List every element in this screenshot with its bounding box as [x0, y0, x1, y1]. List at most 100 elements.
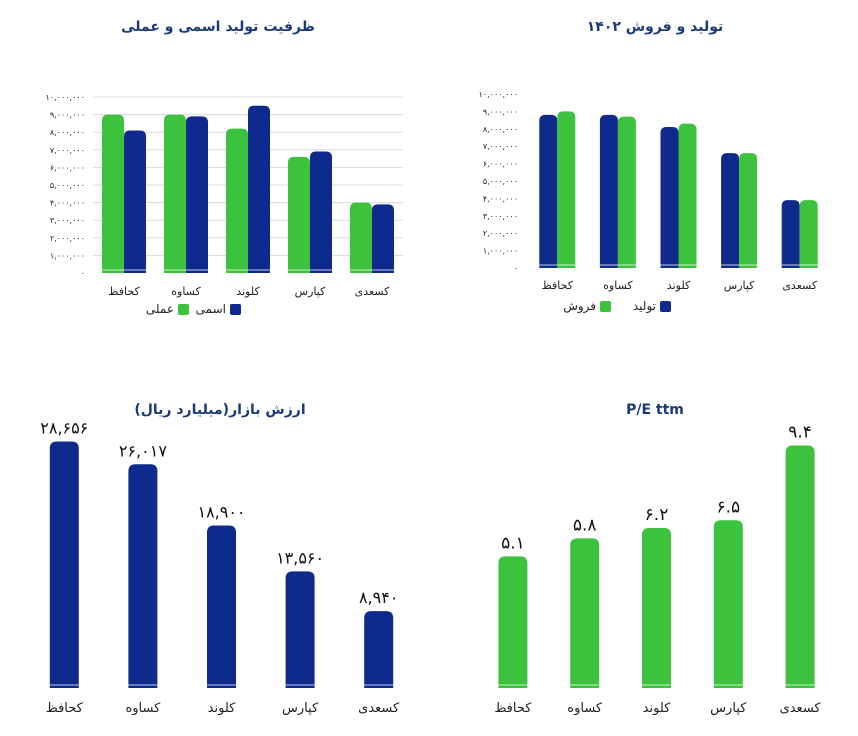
- y-tick-label: ۷,۰۰۰,۰۰۰: [483, 142, 518, 151]
- y-tick-label: ۴,۰۰۰,۰۰۰: [483, 194, 518, 203]
- y-tick-label: ۵,۰۰۰,۰۰۰: [50, 181, 85, 190]
- data-label: ۲۸,۶۵۶: [40, 419, 88, 438]
- legend-swatch: [600, 301, 611, 312]
- panel-capacity: ظرفیت تولید اسمی و عملی ۰ ۱,۰۰۰,۰۰۰ ۲,۰۰۰,…: [46, 19, 403, 316]
- bar-pe-ttm-0-0: [498, 556, 528, 688]
- bar-pe-ttm-2-0: [642, 528, 671, 688]
- x-tick-label: کپارس: [282, 701, 319, 716]
- panel-market-cap: ارزش بازار(میلیارد ریال) ۲۸,۶۵۶ ۲۶,۰۱۷ ۱۸,…: [40, 402, 400, 716]
- y-tick-label: ۵,۰۰۰,۰۰۰: [483, 177, 518, 186]
- data-label: ۵.۱: [501, 533, 525, 553]
- bar-capacity-1-0: [164, 114, 186, 273]
- y-tick-label: ۱۰,۰۰۰,۰۰۰: [46, 93, 85, 102]
- bar-production-sales-3-1: [739, 153, 758, 268]
- y-tick-label: ۳,۰۰۰,۰۰۰: [483, 212, 518, 221]
- bar-production-sales-1-1: [617, 116, 636, 269]
- x-tick-label: کساوه: [171, 285, 201, 298]
- y-tick-label: ۹,۰۰۰,۰۰۰: [483, 107, 518, 116]
- bar-capacity-0-1: [124, 130, 146, 273]
- y-tick-label: ۱۰,۰۰۰,۰۰۰: [479, 90, 518, 99]
- y-tick-label: ۰: [81, 269, 85, 278]
- bar-capacity-4-0: [350, 202, 372, 273]
- x-tick-label: کلوند: [236, 285, 260, 298]
- x-tick-label: کسعدی: [355, 285, 391, 298]
- x-tick-label: کساوه: [125, 701, 161, 716]
- x-tick-label: کلوند: [643, 701, 671, 716]
- data-label: ۶.۵: [716, 497, 740, 517]
- x-tick-label: کسعدی: [782, 279, 818, 292]
- data-label: ۱۳,۵۶۰: [276, 548, 324, 567]
- y-tick-label: ۰: [514, 264, 518, 273]
- data-label: ۸,۹۴۰: [359, 588, 398, 607]
- bar-pe-ttm-1-0: [570, 538, 600, 688]
- bar-pe-ttm-3-0: [713, 520, 743, 688]
- chart-title-pe-ttm: P/E ttm: [626, 402, 684, 418]
- bar-capacity-0-0: [102, 114, 124, 273]
- bar-production-sales-1-0: [599, 114, 618, 268]
- legend-swatch: [660, 301, 671, 312]
- data-label: ۵.۸: [573, 515, 597, 535]
- bar-production-sales-2-1: [678, 123, 697, 268]
- y-tick-label: ۶,۰۰۰,۰۰۰: [483, 160, 518, 169]
- y-tick-label: ۸,۰۰۰,۰۰۰: [483, 125, 518, 134]
- legend-label: فروش: [563, 299, 596, 314]
- x-tick-label: کحافظ: [108, 285, 140, 298]
- bar-market-cap-1-0: [128, 464, 158, 688]
- legend-swatch: [230, 304, 241, 315]
- legend-swatch: [178, 304, 189, 315]
- bar-market-cap-3-0: [285, 571, 315, 688]
- bar-capacity-2-1: [248, 105, 270, 273]
- panel-production-sales: تولید و فروش ۱۴۰۲ ۰ ۱,۰۰۰,۰۰۰ ۲,۰۰۰,۰۰۰ ۳,۰…: [479, 19, 818, 314]
- x-tick-label: کپارس: [710, 701, 747, 716]
- panel-pe-ttm: P/E ttm ۵.۱ ۵.۸ ۶.۲ ۶.۵ ۹.۴ کحافظ کساوه کلوند ک…: [494, 402, 821, 716]
- bar-production-sales-4-0: [781, 200, 800, 268]
- y-tick-label: ۷,۰۰۰,۰۰۰: [50, 146, 85, 155]
- x-tick-label: کحافظ: [46, 701, 84, 716]
- bar-market-cap-0-0: [49, 441, 79, 688]
- y-tick-label: ۶,۰۰۰,۰۰۰: [50, 163, 85, 172]
- y-tick-label: ۸,۰۰۰,۰۰۰: [50, 128, 85, 137]
- x-tick-label: کپارس: [724, 279, 755, 292]
- bar-market-cap-2-0: [207, 525, 236, 688]
- bar-capacity-2-0: [226, 128, 248, 273]
- y-tick-label: ۲,۰۰۰,۰۰۰: [483, 229, 518, 238]
- bar-capacity-3-1: [310, 151, 332, 273]
- y-tick-label: ۹,۰۰۰,۰۰۰: [50, 111, 85, 120]
- x-tick-label: کلوند: [208, 701, 236, 716]
- y-tick-label: ۴,۰۰۰,۰۰۰: [50, 199, 85, 208]
- bar-capacity-1-1: [186, 116, 208, 273]
- x-tick-label: کحافظ: [542, 279, 574, 292]
- x-tick-label: کساوه: [603, 279, 633, 292]
- bar-market-cap-4-0: [364, 611, 394, 688]
- x-tick-label: کسعدی: [358, 701, 400, 716]
- data-label: ۹.۴: [788, 422, 812, 442]
- y-tick-label: ۱,۰۰۰,۰۰۰: [483, 247, 518, 256]
- bar-capacity-4-1: [372, 204, 394, 273]
- data-label: ۲۶,۰۱۷: [119, 441, 167, 460]
- chart-title-capacity: ظرفیت تولید اسمی و عملی: [121, 19, 315, 35]
- chart-title-market-cap: ارزش بازار(میلیارد ریال): [134, 402, 305, 418]
- bar-capacity-3-0: [288, 156, 310, 273]
- bar-production-sales-0-1: [557, 111, 576, 269]
- legend-capacity: عملی اسمی: [146, 302, 241, 316]
- x-tick-label: کپارس: [295, 285, 326, 298]
- legend-label: تولید: [633, 299, 656, 314]
- bar-production-sales-4-1: [799, 200, 818, 268]
- y-tick-label: ۱,۰۰۰,۰۰۰: [50, 251, 85, 260]
- legend-production-sales: تولید فروش: [563, 299, 671, 314]
- legend-label: عملی: [146, 302, 174, 316]
- y-tick-label: ۳,۰۰۰,۰۰۰: [50, 216, 85, 225]
- y-tick-label: ۲,۰۰۰,۰۰۰: [50, 234, 85, 243]
- legend-label: اسمی: [196, 302, 226, 316]
- x-tick-label: کسعدی: [780, 701, 822, 716]
- x-tick-label: کحافظ: [494, 701, 532, 716]
- chart-title-production-sales: تولید و فروش ۱۴۰۲: [587, 19, 724, 35]
- bar-production-sales-2-0: [660, 127, 679, 268]
- x-tick-label: کساوه: [567, 701, 603, 716]
- bar-production-sales-3-0: [721, 153, 740, 268]
- data-label: ۶.۲: [645, 505, 669, 525]
- data-label: ۱۸,۹۰۰: [197, 502, 245, 521]
- bar-pe-ttm-4-0: [785, 445, 815, 688]
- bar-production-sales-0-0: [539, 114, 558, 268]
